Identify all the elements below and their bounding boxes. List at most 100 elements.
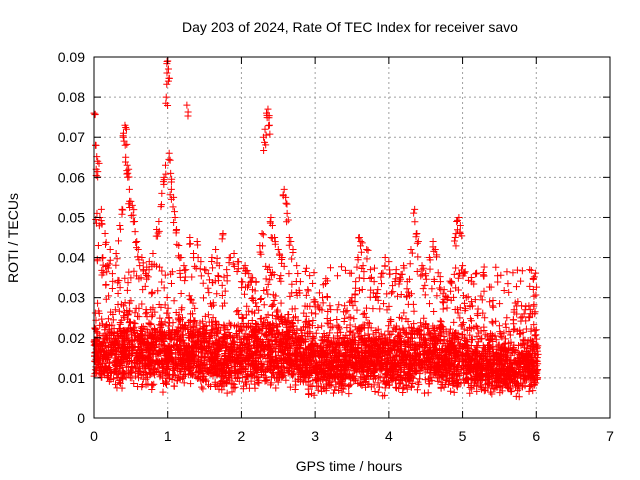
- data-points: [90, 57, 542, 401]
- data-point: [135, 368, 143, 376]
- data-point: [231, 345, 239, 353]
- data-point: [496, 300, 504, 308]
- data-point: [126, 318, 134, 326]
- data-point: [374, 388, 382, 396]
- data-point: [345, 390, 353, 398]
- data-point: [239, 362, 247, 370]
- data-point: [272, 384, 280, 392]
- data-point: [180, 379, 188, 387]
- data-point: [134, 382, 142, 390]
- data-point: [182, 266, 190, 274]
- data-point: [219, 372, 227, 380]
- data-point: [224, 359, 232, 367]
- data-point: [116, 379, 124, 387]
- data-point: [121, 158, 129, 166]
- data-point: [125, 185, 133, 193]
- data-point: [132, 359, 140, 367]
- data-point: [198, 349, 206, 357]
- data-point: [480, 263, 488, 271]
- data-point: [108, 270, 116, 278]
- data-point: [147, 321, 155, 329]
- data-point: [413, 386, 421, 394]
- data-point: [410, 307, 418, 315]
- data-point: [333, 272, 341, 280]
- data-point: [119, 345, 127, 353]
- data-point: [315, 289, 323, 297]
- chart-title: Day 203 of 2024, Rate Of TEC Index for r…: [182, 19, 518, 35]
- data-point: [167, 343, 175, 351]
- data-point: [183, 351, 191, 359]
- data-point: [154, 229, 162, 237]
- data-point: [125, 165, 133, 173]
- data-point: [494, 272, 502, 280]
- data-point: [164, 371, 172, 379]
- data-point: [117, 358, 125, 366]
- data-point: [104, 315, 112, 323]
- data-point: [392, 383, 400, 391]
- data-point: [170, 328, 178, 336]
- data-point: [169, 360, 177, 368]
- data-point: [223, 326, 231, 334]
- data-point: [393, 292, 401, 300]
- data-point: [522, 302, 530, 310]
- data-point: [503, 268, 511, 276]
- data-point: [301, 268, 309, 276]
- data-point: [238, 363, 246, 371]
- data-point: [94, 242, 102, 250]
- data-point: [131, 228, 139, 236]
- data-point: [131, 320, 139, 328]
- data-point: [213, 370, 221, 378]
- data-point: [187, 380, 195, 388]
- data-point: [111, 361, 119, 369]
- data-point: [123, 286, 131, 294]
- data-point: [165, 322, 173, 330]
- data-point: [119, 368, 127, 376]
- data-point: [489, 303, 497, 311]
- data-point: [117, 373, 125, 381]
- data-point: [333, 329, 341, 337]
- data-point: [331, 386, 339, 394]
- data-point: [159, 388, 167, 396]
- data-point: [112, 261, 120, 269]
- data-point: [119, 206, 127, 214]
- data-point: [91, 349, 99, 357]
- data-point: [240, 332, 248, 340]
- data-point: [226, 321, 234, 329]
- data-point: [177, 290, 185, 298]
- data-point: [229, 346, 237, 354]
- data-point: [229, 380, 237, 388]
- data-point: [238, 347, 246, 355]
- data-point: [194, 348, 202, 356]
- data-point: [109, 316, 117, 324]
- data-point: [231, 362, 239, 370]
- data-point: [132, 304, 140, 312]
- data-point: [355, 274, 363, 282]
- data-point: [147, 343, 155, 351]
- data-point: [518, 267, 526, 275]
- data-point: [123, 358, 131, 366]
- data-point: [235, 352, 243, 360]
- data-point: [510, 326, 518, 334]
- data-point: [167, 343, 175, 351]
- data-point: [173, 377, 181, 385]
- data-point: [433, 292, 441, 300]
- data-point: [188, 344, 196, 352]
- data-point: [204, 311, 212, 319]
- data-point: [223, 367, 231, 375]
- data-point: [139, 347, 147, 355]
- data-point: [181, 277, 189, 285]
- data-point: [158, 368, 166, 376]
- data-point: [164, 357, 172, 365]
- data-point: [202, 322, 210, 330]
- data-point: [223, 389, 231, 397]
- data-point: [209, 314, 217, 322]
- data-point: [186, 366, 194, 374]
- data-point: [243, 323, 251, 331]
- data-point: [134, 246, 142, 254]
- data-point: [167, 169, 175, 177]
- data-point: [166, 319, 174, 327]
- data-point: [313, 382, 321, 390]
- data-point: [108, 284, 116, 292]
- data-point: [439, 299, 447, 307]
